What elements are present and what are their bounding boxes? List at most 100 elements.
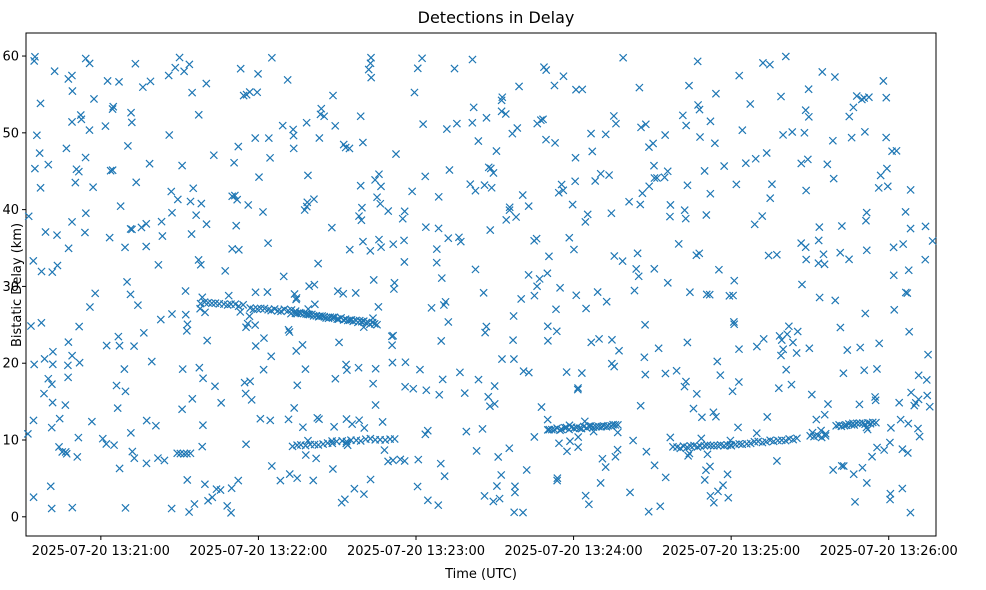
detection-point: [374, 235, 384, 244]
detection-point: [906, 185, 915, 194]
detection-point: [434, 224, 443, 233]
detection-point: [706, 117, 715, 126]
detection-point: [903, 448, 912, 457]
detection-point: [829, 174, 838, 183]
detection-point: [723, 470, 732, 479]
detection-point: [113, 404, 122, 413]
detection-point: [36, 99, 45, 108]
detection-point: [207, 299, 216, 308]
detection-point: [74, 433, 83, 442]
detection-point: [85, 303, 94, 312]
detection-point: [574, 443, 583, 452]
detection-point: [751, 154, 760, 163]
detection-point: [39, 389, 49, 398]
detection-point: [729, 317, 738, 326]
detection-point: [539, 63, 549, 72]
detection-point: [697, 434, 706, 443]
detection-point: [633, 249, 642, 258]
detection-point: [552, 327, 561, 336]
detection-point: [444, 317, 453, 326]
detection-point: [829, 465, 838, 474]
detection-point: [350, 484, 359, 493]
detection-point: [374, 170, 383, 179]
detection-point: [331, 121, 340, 130]
detection-point: [200, 308, 210, 317]
detection-point: [256, 414, 265, 423]
detection-point: [701, 466, 710, 475]
detection-point: [290, 403, 299, 412]
detection-point: [256, 304, 265, 313]
detection-point: [641, 370, 650, 379]
detection-point: [913, 424, 923, 433]
detection-point: [373, 193, 382, 202]
detection-point: [588, 147, 597, 156]
detection-point: [492, 147, 501, 156]
detection-point: [695, 105, 704, 114]
detection-point: [182, 326, 191, 335]
detection-point: [456, 237, 465, 246]
detection-point: [898, 445, 907, 454]
detection-point: [310, 300, 319, 309]
detection-point: [735, 71, 744, 80]
detection-point: [861, 309, 870, 318]
detection-point: [820, 260, 829, 269]
detection-point: [258, 207, 268, 216]
detection-point: [164, 71, 173, 80]
detection-point: [121, 243, 130, 252]
detection-point: [801, 106, 810, 115]
detection-point: [883, 182, 892, 191]
detection-point: [320, 112, 329, 121]
detection-point: [855, 400, 864, 409]
detection-point: [232, 221, 241, 230]
detection-point: [734, 378, 743, 387]
detection-point: [401, 382, 410, 391]
detection-point: [830, 73, 839, 82]
detection-point: [779, 345, 788, 354]
detection-point: [292, 293, 301, 303]
detection-point: [108, 166, 117, 175]
detection-point: [601, 130, 610, 139]
detection-point: [713, 357, 722, 366]
detection-point: [560, 423, 569, 432]
detection-point: [882, 133, 891, 142]
detection-point: [351, 288, 360, 297]
detection-point: [371, 364, 380, 373]
detection-point: [202, 79, 211, 88]
detection-point: [868, 418, 877, 427]
detection-point: [243, 319, 252, 328]
detection-point: [106, 166, 115, 175]
detection-point: [410, 88, 419, 97]
detection-point: [251, 288, 260, 297]
detection-point: [510, 488, 519, 497]
detection-point: [896, 415, 905, 424]
detection-point: [874, 183, 883, 192]
detection-point: [730, 276, 739, 285]
detection-point: [234, 302, 243, 311]
detection-point: [685, 449, 694, 458]
detection-point: [41, 227, 50, 237]
detection-point: [251, 321, 260, 330]
detection-point: [421, 430, 430, 439]
y-tick-label: 20: [2, 357, 19, 372]
detection-point: [663, 167, 672, 176]
detection-point: [730, 320, 739, 329]
detection-point: [127, 225, 137, 234]
detection-point: [901, 207, 910, 216]
detection-point: [234, 142, 243, 151]
detection-point: [591, 176, 600, 186]
detection-point: [836, 248, 845, 257]
detection-point: [862, 208, 871, 217]
detection-point: [823, 160, 832, 169]
detection-point: [23, 429, 32, 438]
detection-point: [44, 374, 53, 383]
detection-point: [264, 305, 273, 314]
detection-point: [358, 138, 367, 147]
x-tick-label: 2025-07-20 13:26:00: [820, 544, 958, 559]
x-axis-label: Time (UTC): [444, 567, 517, 582]
detection-point: [661, 369, 670, 378]
detection-point: [695, 249, 704, 258]
detection-point: [46, 482, 55, 491]
detection-point: [121, 387, 130, 396]
detection-point: [108, 105, 117, 114]
detection-point: [356, 181, 365, 190]
